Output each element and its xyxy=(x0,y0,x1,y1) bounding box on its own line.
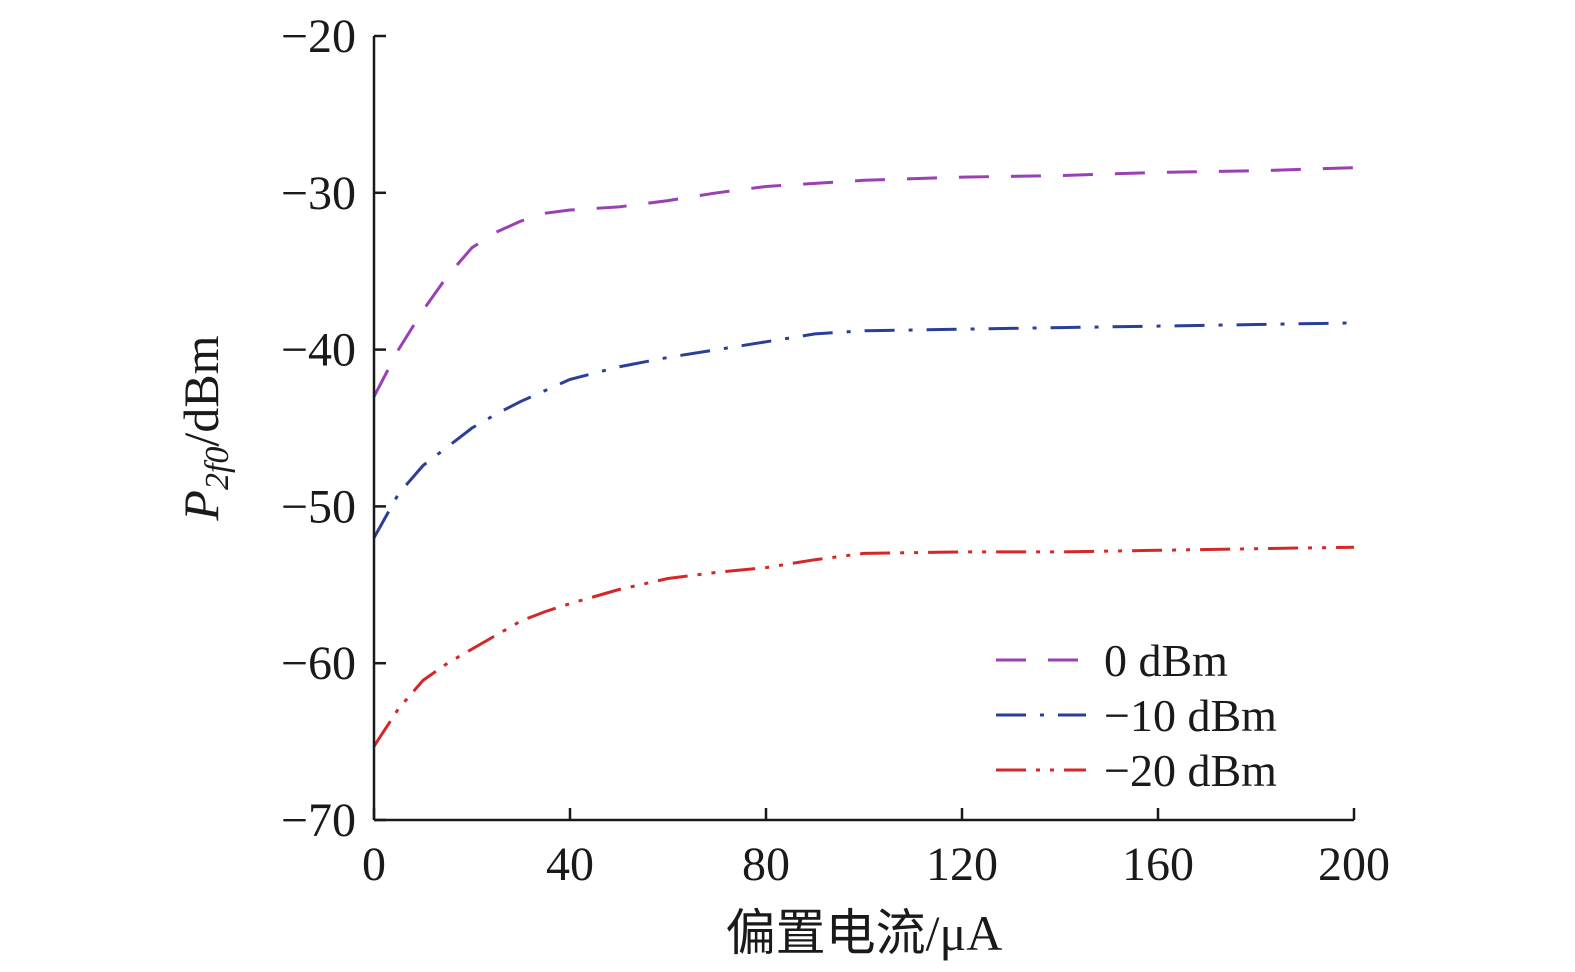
legend-label-1: −10 dBm xyxy=(1104,690,1277,741)
x-tick-label: 80 xyxy=(742,838,790,891)
y-tick-label: −60 xyxy=(281,637,356,690)
x-tick-label: 120 xyxy=(926,838,998,891)
x-tick-label: 160 xyxy=(1122,838,1194,891)
y-ticks: −20 −30 −40 −50 −60 −70 xyxy=(281,10,386,847)
y-axis-title-subscript: 2f0 xyxy=(199,447,236,490)
axes xyxy=(372,36,1354,822)
legend-label-0: 0 dBm xyxy=(1104,635,1228,686)
y-tick-label: −30 xyxy=(281,167,356,220)
y-axis-title: P2f0/dBm xyxy=(173,335,236,521)
legend-label-2: −20 dBm xyxy=(1104,745,1277,796)
y-tick-label: −70 xyxy=(281,794,356,847)
x-tick-label: 0 xyxy=(362,838,386,891)
x-ticks: 0 40 80 120 160 200 xyxy=(362,808,1390,891)
plot-area xyxy=(372,166,1355,748)
legend: 0 dBm−10 dBm−20 dBm xyxy=(996,635,1277,796)
series-line-1 xyxy=(372,321,1355,539)
y-tick-label: −20 xyxy=(281,10,356,63)
x-axis-title: 偏置电流/μA xyxy=(726,905,1003,961)
y-axis-title-main: P xyxy=(173,490,229,522)
x-tick-label: 200 xyxy=(1318,838,1390,891)
y-tick-label: −40 xyxy=(281,324,356,377)
x-tick-label: 40 xyxy=(546,838,594,891)
y-axis-title-unit: /dBm xyxy=(173,335,229,446)
y-tick-label: −50 xyxy=(281,480,356,533)
series-line-0 xyxy=(372,166,1355,398)
